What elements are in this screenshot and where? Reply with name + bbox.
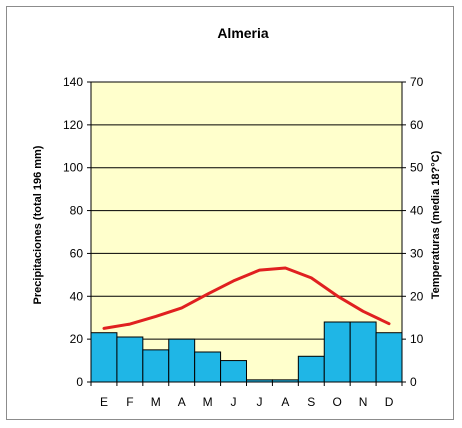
climate-chart: Almeria 0 20 40 60 80 100 120 140 0 10 20 30 40 50 60 7… <box>32 25 442 409</box>
y-tick-label: 20 <box>70 332 84 346</box>
x-tick-label: O <box>333 395 342 409</box>
x-tick-label: E <box>100 395 108 409</box>
y-tick-label: 40 <box>70 289 84 303</box>
x-tick-label: M <box>151 395 161 409</box>
x-tick-label: M <box>203 395 213 409</box>
temperature-line <box>102 266 391 330</box>
chart-title: Almeria <box>217 25 269 41</box>
precipitation-bar <box>168 338 196 383</box>
y2-tick-label: 70 <box>410 75 424 89</box>
precipitation-bar <box>297 355 325 383</box>
y-tick-label: 100 <box>63 161 83 175</box>
x-tick-label: F <box>126 395 133 409</box>
precipitation-bar <box>194 351 222 383</box>
x-tick-label: A <box>281 395 289 409</box>
y-tick-label: 80 <box>70 204 84 218</box>
y-tick-label: 0 <box>76 375 83 389</box>
x-tick-label: N <box>359 395 368 409</box>
x-tick-label: J <box>231 395 237 409</box>
precipitation-bar <box>116 336 144 383</box>
plot-area: 0 20 40 60 80 100 120 140 0 10 20 30 40 50 60 70 E F M A M J J… <box>63 75 424 409</box>
y2-tick-label: 50 <box>410 161 424 175</box>
precipitation-bar <box>323 321 351 383</box>
precipitation-bar <box>142 349 170 383</box>
precipitation-bar <box>90 332 118 383</box>
precipitation-bar <box>220 360 247 383</box>
precipitation-bar <box>349 321 377 383</box>
y2-tick-label: 10 <box>410 332 424 346</box>
precipitation-bar <box>375 332 403 383</box>
y-axis-label: Precipitaciones (total 196 mm) <box>32 145 44 304</box>
y2-tick-label: 20 <box>410 289 424 303</box>
y-tick-label: 60 <box>70 246 84 260</box>
y2-tick-label: 30 <box>410 246 424 260</box>
chart-frame: Almeria 0 20 40 60 80 100 120 140 0 10 20 30 40 50 60 7… <box>6 6 454 420</box>
y2-axis-label: Temperaturas (media 18?°C) <box>430 150 442 299</box>
y-tick-label: 120 <box>63 118 83 132</box>
y2-tick-label: 40 <box>410 204 424 218</box>
x-tick-label: S <box>307 395 315 409</box>
y2-tick-label: 0 <box>410 375 417 389</box>
x-tick-label: A <box>178 395 186 409</box>
y2-tick-label: 60 <box>410 118 424 132</box>
x-tick-label: J <box>256 395 262 409</box>
y-tick-label: 140 <box>63 75 83 89</box>
x-tick-label: D <box>385 395 394 409</box>
